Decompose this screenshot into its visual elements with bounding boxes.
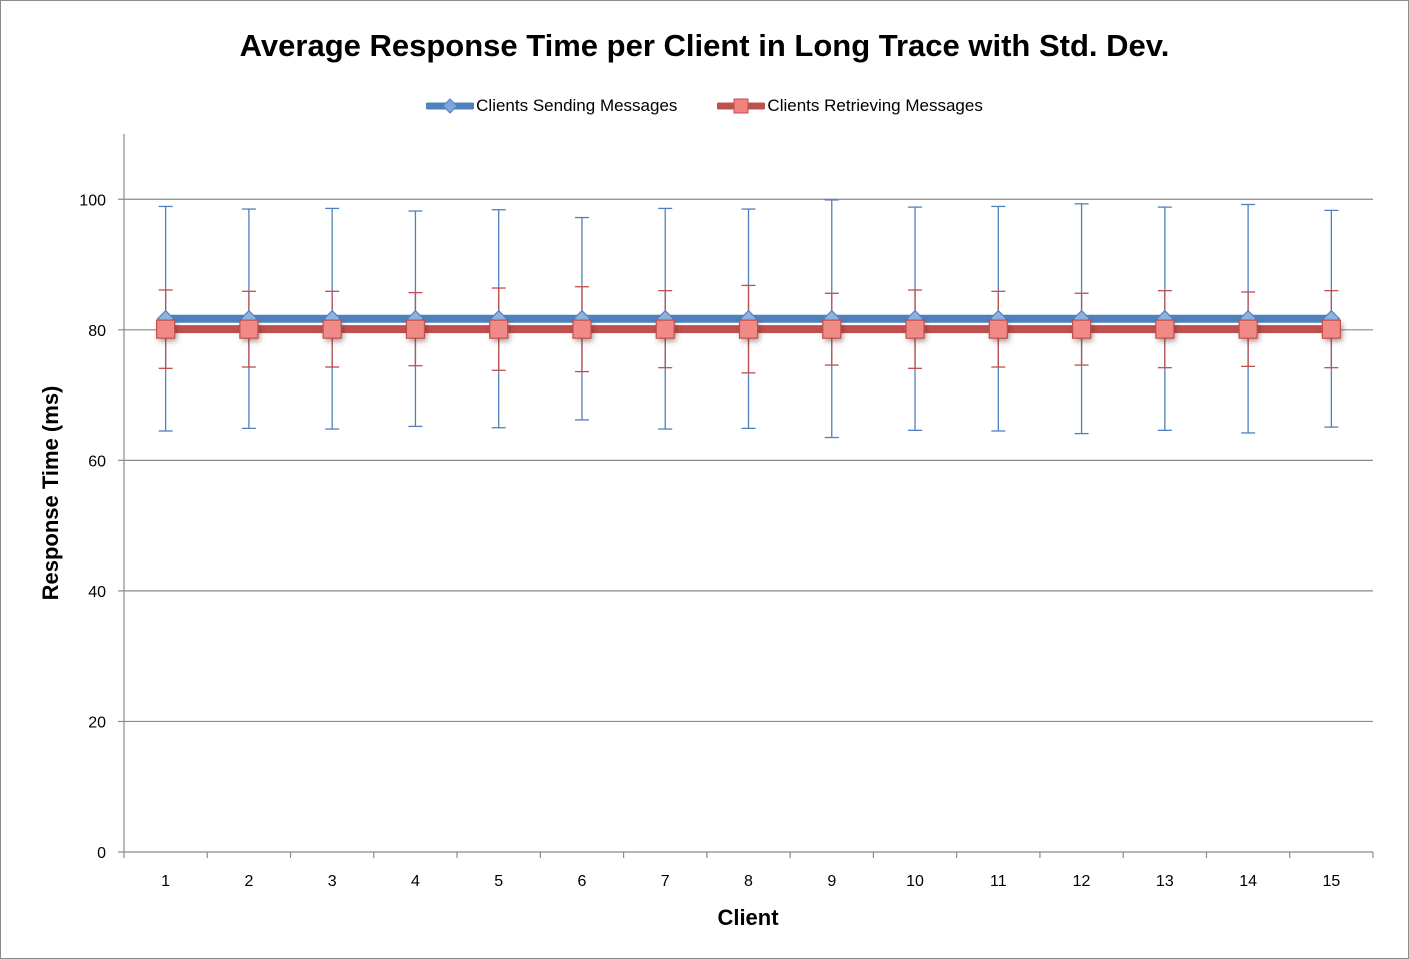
y-tick-label: 20: [88, 714, 106, 731]
chart-legend: Clients Sending Messages Clients Retriev…: [0, 96, 1409, 116]
x-tick-label: 1: [161, 873, 170, 890]
y-tick-label: 100: [79, 192, 106, 209]
y-tick-label: 40: [88, 584, 106, 601]
legend-label-sending: Clients Sending Messages: [476, 96, 678, 115]
x-tick-label: 12: [1073, 873, 1091, 890]
x-tick-label: 11: [990, 873, 1007, 890]
x-tick-label: 15: [1322, 873, 1340, 890]
y-tick-label: 80: [88, 323, 106, 340]
marker-retrieving: [1155, 319, 1175, 339]
marker-retrieving: [905, 319, 925, 339]
x-tick-label: 10: [906, 873, 924, 890]
y-tick-label: 60: [88, 453, 106, 470]
legend-item-sending: Clients Sending Messages: [426, 96, 677, 116]
legend-swatch-retrieving: [717, 98, 766, 114]
x-tick-label: 14: [1239, 873, 1257, 890]
marker-retrieving: [489, 319, 509, 339]
marker-retrieving: [572, 319, 592, 339]
x-tick-label: 9: [827, 873, 836, 890]
x-tick-label: 6: [578, 873, 587, 890]
marker-retrieving: [405, 319, 426, 339]
marker-retrieving: [655, 319, 675, 339]
x-tick-label: 4: [411, 873, 420, 890]
series-markers: [156, 309, 1343, 342]
legend-item-retrieving: Clients Retrieving Messages: [717, 96, 983, 116]
y-axis-title: Response Time (ms): [38, 386, 63, 601]
marker-retrieving: [822, 319, 842, 339]
marker-retrieving: [239, 319, 259, 339]
marker-retrieving: [1238, 319, 1258, 339]
marker-retrieving: [156, 319, 176, 339]
x-tick-label: 5: [494, 873, 503, 890]
x-tick-label: 7: [661, 873, 670, 890]
marker-retrieving: [988, 319, 1008, 339]
legend-swatch-sending: [426, 98, 475, 114]
marker-retrieving: [1071, 319, 1092, 339]
chart-title: Average Response Time per Client in Long…: [239, 28, 1170, 63]
marker-retrieving: [322, 319, 342, 339]
marker-retrieving: [1321, 319, 1341, 339]
x-tick-label: 13: [1156, 873, 1174, 890]
x-tick-label: 2: [244, 873, 253, 890]
legend-label-retrieving: Clients Retrieving Messages: [767, 96, 983, 115]
axes: [118, 134, 1374, 858]
x-tick-label: 3: [328, 873, 337, 890]
x-axis-title: Client: [717, 905, 779, 930]
y-tick-label: 0: [97, 845, 106, 862]
x-tick-label: 8: [744, 873, 753, 890]
marker-retrieving: [738, 319, 759, 339]
